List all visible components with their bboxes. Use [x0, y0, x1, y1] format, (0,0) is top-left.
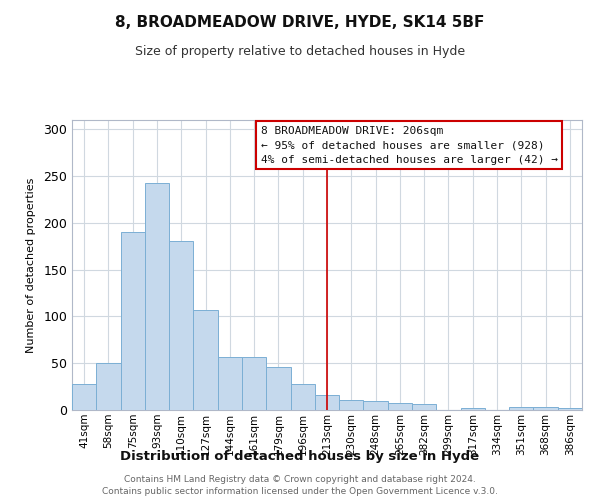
Bar: [169, 240, 193, 410]
Bar: [315, 395, 339, 410]
Bar: [218, 356, 242, 410]
Bar: [72, 384, 96, 410]
Text: 8 BROADMEADOW DRIVE: 206sqm
← 95% of detached houses are smaller (928)
4% of sem: 8 BROADMEADOW DRIVE: 206sqm ← 95% of det…: [260, 126, 558, 164]
Text: Contains public sector information licensed under the Open Government Licence v.: Contains public sector information licen…: [102, 488, 498, 496]
Text: 8, BROADMEADOW DRIVE, HYDE, SK14 5BF: 8, BROADMEADOW DRIVE, HYDE, SK14 5BF: [115, 15, 485, 30]
Bar: [242, 356, 266, 410]
Text: Contains HM Land Registry data © Crown copyright and database right 2024.: Contains HM Land Registry data © Crown c…: [124, 475, 476, 484]
Text: Size of property relative to detached houses in Hyde: Size of property relative to detached ho…: [135, 45, 465, 58]
Bar: [290, 384, 315, 410]
Bar: [266, 367, 290, 410]
Bar: [509, 407, 533, 410]
Bar: [412, 404, 436, 410]
Bar: [121, 232, 145, 410]
Y-axis label: Number of detached properties: Number of detached properties: [26, 178, 37, 352]
Bar: [461, 408, 485, 410]
Bar: [339, 400, 364, 410]
Bar: [193, 310, 218, 410]
Bar: [96, 363, 121, 410]
Bar: [364, 400, 388, 410]
Text: Distribution of detached houses by size in Hyde: Distribution of detached houses by size …: [121, 450, 479, 463]
Bar: [533, 407, 558, 410]
Bar: [388, 402, 412, 410]
Bar: [558, 408, 582, 410]
Bar: [145, 182, 169, 410]
